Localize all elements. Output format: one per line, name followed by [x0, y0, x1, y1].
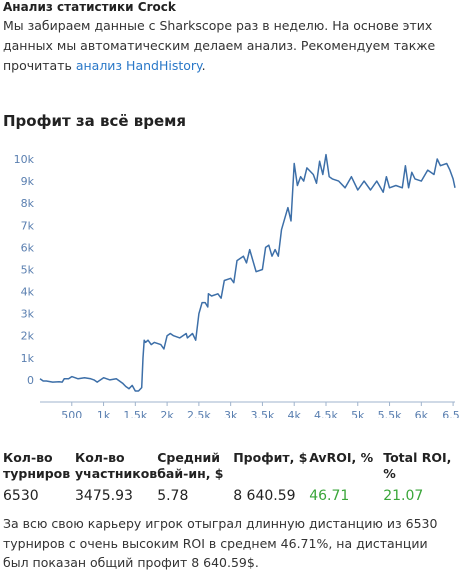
handhistory-analysis-link[interactable]: анализ HandHistory	[75, 58, 202, 73]
y-tick-label: 9k	[21, 175, 35, 188]
total-roi-header: Total ROI, %	[383, 450, 452, 481]
profit-chart: 0 1k 2k 3k 4k 5k 6k 7k 8k 9k 10k 500 1k 1.5k 2k 2.5k 3k 3…	[14, 153, 459, 418]
stats-value-row: 6530 3475.93 5.78 8 640.59 46.71 21.07	[3, 482, 458, 504]
summary-text: За всю свою карьеру игрок отыграл длинну…	[3, 516, 438, 570]
y-tick-label: 3k	[21, 308, 35, 321]
x-tick-label: 3k	[224, 409, 238, 418]
tournaments-count-value: 6530	[3, 488, 39, 504]
avroi-value: 46.71	[309, 488, 350, 504]
intro-text-end: .	[201, 58, 206, 73]
participants-count-value: 3475.93	[75, 488, 133, 504]
x-tick-label: 1.5k	[123, 409, 147, 418]
x-tick-label: 3.5k	[250, 409, 274, 418]
participants-count-header: Кол-во участников	[75, 450, 158, 481]
x-tick-label: 1k	[97, 409, 111, 418]
y-tick-label: 4k	[21, 286, 35, 299]
intro-text: Мы забираем данные с Sharkscope раз в не…	[3, 16, 455, 76]
profit-series-line	[39, 153, 456, 392]
x-tick-label: 5k	[351, 409, 365, 418]
x-tick-label: 4.5k	[314, 409, 338, 418]
y-tick-label: 7k	[21, 219, 35, 232]
x-tick-label: 6.5	[442, 409, 459, 418]
avg-buyin-value: 5.78	[157, 488, 189, 504]
y-tick-label: 1k	[21, 352, 35, 365]
avroi-header: AvROI, %	[309, 450, 374, 465]
avg-buyin-header: Средний бай-ин, $	[157, 450, 224, 481]
intro-text-main: Мы забираем данные с Sharkscope раз в не…	[3, 18, 436, 73]
x-tick-label: 4k	[288, 409, 302, 418]
x-tick-label: 6k	[415, 409, 429, 418]
y-tick-label: 0	[27, 374, 34, 387]
y-tick-label: 8k	[21, 197, 35, 210]
y-tick-label: 6k	[21, 241, 35, 254]
y-tick-label: 10k	[14, 153, 35, 166]
x-tick-label: 2k	[160, 409, 174, 418]
intro-title: Анализ статистики Crock	[3, 0, 176, 14]
y-tick-label: 2k	[21, 330, 35, 343]
x-tick-label: 5.5k	[378, 409, 402, 418]
profit-value: 8 640.59	[233, 488, 296, 504]
x-tick-label: 500	[61, 409, 82, 418]
profit-header: Профит, $	[233, 450, 308, 465]
chart-title: Профит за всё время	[3, 112, 187, 130]
x-tick-label: 2.5k	[187, 409, 211, 418]
tournaments-count-header: Кол-во турниров	[3, 450, 71, 481]
total-roi-value: 21.07	[383, 488, 424, 504]
y-tick-label: 5k	[21, 263, 35, 276]
stats-header-row: Кол-во турниров Кол-во участников Средни…	[3, 450, 458, 482]
stats-table: Кол-во турниров Кол-во участников Средни…	[3, 450, 458, 504]
